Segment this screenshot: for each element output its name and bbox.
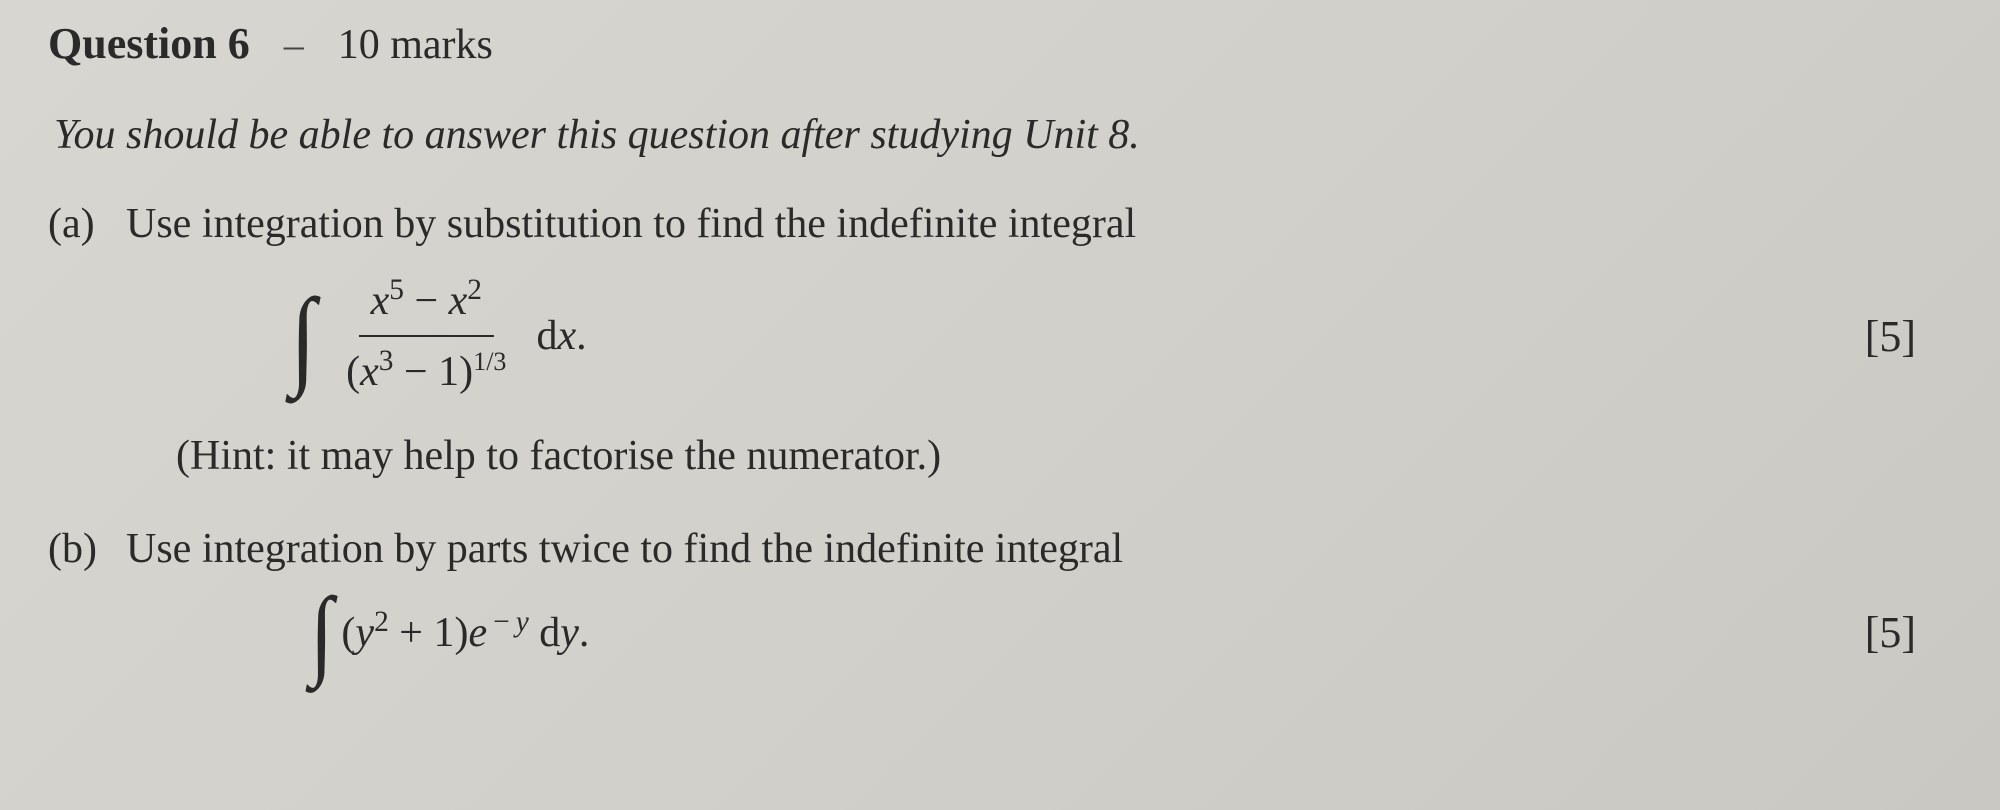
den-open: ( bbox=[346, 349, 360, 395]
header-dash: – bbox=[284, 21, 304, 68]
part-b-score: [5] bbox=[1865, 602, 1916, 664]
num-x2: x bbox=[449, 278, 468, 324]
fraction-a: x5 − x2 (x3 − 1)1/3 bbox=[334, 272, 518, 402]
b-exp2: 2 bbox=[374, 606, 389, 638]
b-plus1: + 1) bbox=[389, 610, 469, 656]
num-exp2: 2 bbox=[467, 274, 482, 306]
part-a-label: (a) bbox=[48, 195, 126, 254]
fraction-a-numerator: x5 − x2 bbox=[359, 272, 494, 337]
part-a-score: [5] bbox=[1865, 306, 1916, 368]
integral-b: ∫ (y2 + 1)e−y dy. bbox=[308, 593, 589, 673]
question-number: Question 6 bbox=[48, 18, 250, 69]
part-a-text: Use integration by substitution to find … bbox=[126, 195, 1940, 254]
marks-total: 10 marks bbox=[338, 21, 493, 69]
b-dy: dy. bbox=[529, 610, 590, 656]
b-open: ( bbox=[341, 610, 355, 656]
fraction-a-denominator: (x3 − 1)1/3 bbox=[334, 337, 518, 402]
integrand-b: (y2 + 1)e−y dy. bbox=[341, 604, 589, 663]
b-e: e bbox=[468, 610, 487, 656]
integral-a: ∫ x5 − x2 (x3 − 1)1/3 ddx.x. bbox=[288, 272, 587, 402]
part-a: (a) Use integration by substitution to f… bbox=[48, 195, 1940, 486]
dx-a: ddx.x. bbox=[536, 307, 586, 366]
study-instruction: You should be able to answer this questi… bbox=[48, 111, 1940, 159]
part-b: (b) Use integration by parts twice to fi… bbox=[48, 520, 1940, 673]
part-a-math-line: ∫ x5 − x2 (x3 − 1)1/3 ddx.x. [5] bbox=[48, 272, 1940, 402]
b-negy-sup: −y bbox=[487, 606, 529, 638]
num-exp5: 5 bbox=[389, 274, 404, 306]
den-exp3: 3 bbox=[379, 345, 394, 377]
num-minus: − bbox=[404, 278, 449, 324]
den-outer-exp: 1/3 bbox=[473, 347, 506, 376]
b-y: y bbox=[355, 610, 374, 656]
part-b-text: Use integration by parts twice to find t… bbox=[126, 520, 1940, 579]
question-header: Question 6 – 10 marks bbox=[48, 18, 1940, 69]
part-a-hint: (Hint: it may help to factorise the nume… bbox=[48, 427, 1940, 486]
den-minus1: − 1) bbox=[394, 349, 474, 395]
integral-symbol-icon: ∫ bbox=[290, 293, 316, 381]
part-a-row: (a) Use integration by substitution to f… bbox=[48, 195, 1940, 254]
integral-symbol-b-icon: ∫ bbox=[310, 593, 333, 673]
den-x: x bbox=[360, 349, 379, 395]
part-b-row: (b) Use integration by parts twice to fi… bbox=[48, 520, 1940, 579]
num-x1: x bbox=[371, 278, 390, 324]
part-b-math-line: ∫ (y2 + 1)e−y dy. [5] bbox=[48, 593, 1940, 673]
part-b-label: (b) bbox=[48, 520, 126, 579]
